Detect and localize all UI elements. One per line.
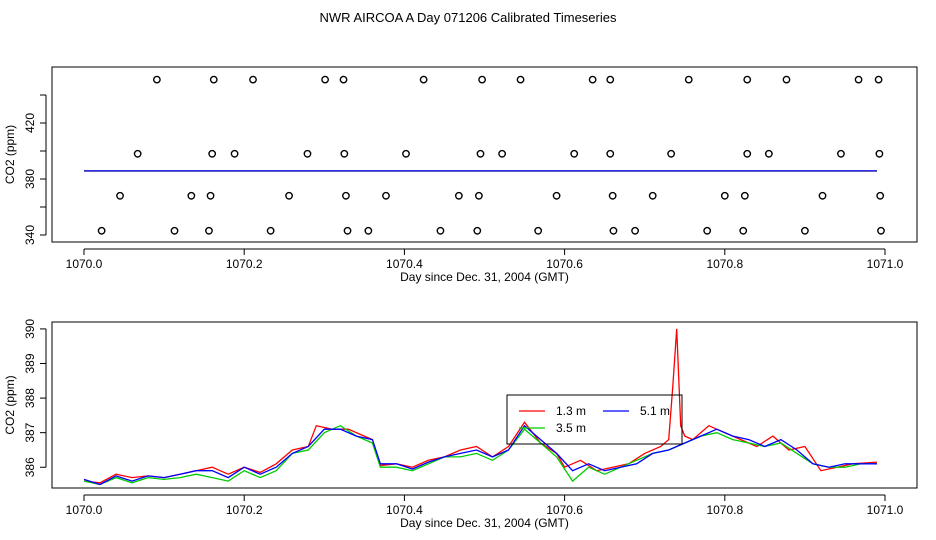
top-data-point: [364, 226, 373, 235]
bottom-y-tick-label: 387: [23, 422, 37, 442]
top-data-point: [588, 75, 597, 84]
top-data-point: [606, 75, 615, 84]
top-data-point: [321, 75, 330, 84]
top-data-point: [419, 75, 428, 84]
bottom-series-line-3-5-m: [83, 424, 877, 486]
top-y-tick-label: 340: [23, 225, 37, 245]
top-data-point: [205, 226, 213, 235]
top-x-axis-label: Day since Dec. 31, 2004 (GMT): [400, 270, 569, 284]
bottom-y-axis-label: CO2 (ppm): [3, 375, 17, 434]
top-data-point: [703, 226, 712, 235]
top-data-point: [606, 149, 615, 158]
bottom-plot-frame: [51, 321, 918, 489]
top-x-tick-label: 1070.6: [546, 257, 583, 271]
bottom-x-tick-label: 1071.0: [867, 503, 904, 517]
top-data-point: [116, 191, 124, 200]
top-data-point: [436, 226, 445, 235]
top-data-point: [249, 75, 257, 84]
top-x-tick-label: 1070.0: [66, 257, 103, 271]
top-data-point: [474, 191, 483, 200]
top-data-point: [303, 149, 312, 158]
top-data-point: [285, 191, 293, 200]
top-data-point: [478, 75, 486, 84]
top-data-point: [764, 149, 773, 158]
top-data-point: [402, 149, 410, 158]
bottom-x-tick-label: 1070.0: [66, 503, 103, 517]
bottom-legend-label: 1.3 m: [556, 404, 586, 418]
top-data-point: [743, 75, 752, 84]
top-data-point: [739, 226, 748, 235]
bottom-x-tick-label: 1070.4: [386, 503, 423, 517]
bottom-x-tick-label: 1070.6: [546, 503, 583, 517]
top-data-point: [684, 75, 693, 84]
bottom-y-tick-label: 389: [23, 353, 37, 373]
top-data-point: [877, 226, 885, 235]
top-data-point: [534, 226, 543, 235]
bottom-x-tick-label: 1070.2: [226, 503, 263, 517]
top-data-point: [631, 226, 639, 235]
top-data-point: [667, 149, 676, 158]
top-y-tick-label: 380: [23, 169, 37, 189]
top-y-axis-label: CO2 (ppm): [3, 125, 17, 184]
top-data-point: [342, 191, 350, 200]
top-data-point: [818, 191, 827, 200]
top-data-point: [473, 226, 482, 235]
bottom-legend-box: [506, 394, 683, 445]
top-data-point: [133, 149, 142, 158]
top-data-point: [454, 191, 463, 200]
top-data-point: [498, 149, 507, 158]
top-data-point: [570, 149, 579, 158]
top-data-point: [382, 191, 390, 200]
bottom-x-tick-label: 1070.8: [706, 503, 743, 517]
top-data-point: [743, 149, 752, 158]
top-data-point: [476, 149, 485, 158]
top-plot-frame: [51, 66, 918, 243]
top-y-tick-label: 420: [23, 113, 37, 133]
top-data-point: [875, 149, 884, 158]
top-data-point: [608, 191, 617, 200]
top-data-point: [609, 226, 618, 235]
page-title: NWR AIRCOA A Day 071206 Calibrated Times…: [320, 10, 617, 25]
top-data-point: [552, 191, 561, 200]
bottom-y-tick-label: 390: [23, 319, 37, 339]
top-data-point: [266, 226, 275, 235]
bottom-legend-label: 3.5 m: [556, 421, 586, 435]
top-data-point: [343, 226, 352, 235]
bottom-y-tick-label: 386: [23, 457, 37, 477]
bottom-legend-label: 5.1 m: [640, 404, 670, 418]
top-data-point: [97, 226, 106, 235]
top-data-point: [209, 75, 218, 84]
top-data-point: [648, 191, 657, 200]
top-data-point: [339, 75, 348, 84]
bottom-series-line-1-3-m: [83, 328, 878, 484]
top-data-point: [340, 149, 349, 158]
top-data-point: [876, 191, 885, 200]
top-data-point: [187, 191, 196, 200]
top-data-point: [170, 226, 179, 235]
top-data-point: [854, 75, 863, 84]
bottom-x-axis-label: Day since Dec. 31, 2004 (GMT): [400, 516, 569, 530]
top-data-point: [206, 191, 215, 200]
top-data-point: [837, 149, 845, 158]
top-data-point: [230, 149, 239, 158]
top-data-point: [720, 191, 729, 200]
top-data-point: [874, 75, 883, 84]
top-data-point: [152, 75, 161, 84]
top-x-tick-label: 1070.2: [226, 257, 263, 271]
top-data-point: [740, 191, 749, 200]
top-x-tick-label: 1070.8: [706, 257, 743, 271]
top-x-tick-label: 1071.0: [867, 257, 904, 271]
top-data-point: [516, 75, 525, 84]
top-data-point: [782, 75, 791, 84]
top-x-tick-label: 1070.4: [386, 257, 423, 271]
bottom-y-tick-label: 388: [23, 388, 37, 408]
top-data-point: [208, 149, 217, 158]
top-data-point: [801, 226, 809, 235]
bottom-series-line-5-1-m: [83, 424, 877, 486]
